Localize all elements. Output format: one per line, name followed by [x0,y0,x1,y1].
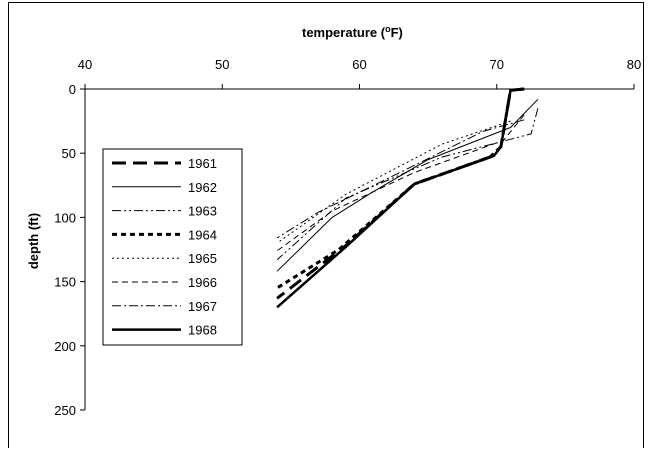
y-tick-label: 250 [54,403,76,418]
legend-label-1963: 1963 [188,204,217,219]
series-line-1968 [276,87,525,309]
series-group [276,87,539,309]
series-line-1967 [276,119,525,239]
y-tick-label: 100 [54,210,76,225]
series-line-1964 [276,87,525,290]
x-tick-label: 60 [352,57,366,72]
axes: 40 50 60 70 80 0 50 100 150 200 250 [54,57,641,418]
depth-temperature-chart: temperature (oF) depth (ft) 40 50 60 70 80 0 5… [26,24,641,418]
x-tick-label: 70 [490,57,504,72]
x-axis-title: temperature (oF) [302,24,403,40]
series-line-1966 [276,114,525,252]
chart-frame: temperature (oF) depth (ft) 40 50 60 70 80 0 5… [8,2,644,448]
y-tick-label: 0 [69,82,76,97]
series-line-1965 [276,120,511,244]
legend-label-1964: 1964 [188,227,217,242]
legend-label-1962: 1962 [188,180,217,195]
y-tick-label: 150 [54,275,76,290]
y-tick-label: 50 [62,146,76,161]
legend-label-1967: 1967 [188,299,217,314]
legend-label-1968: 1968 [188,323,217,338]
legend-box [102,148,243,346]
series-line-1963 [276,108,539,261]
legend: 1961 1962 1963 1964 1965 1966 1967 1968 [102,148,243,346]
legend-label-1965: 1965 [188,251,217,266]
x-tick-label: 50 [215,57,229,72]
y-tick-label: 200 [54,339,76,354]
series-line-1962 [276,98,539,272]
x-tick-label: 40 [78,57,92,72]
legend-label-1961: 1961 [188,156,217,171]
series-line-1961 [276,87,525,300]
legend-label-1966: 1966 [188,275,217,290]
y-axis-title: depth (ft) [26,213,41,269]
x-tick-label: 80 [627,57,641,72]
